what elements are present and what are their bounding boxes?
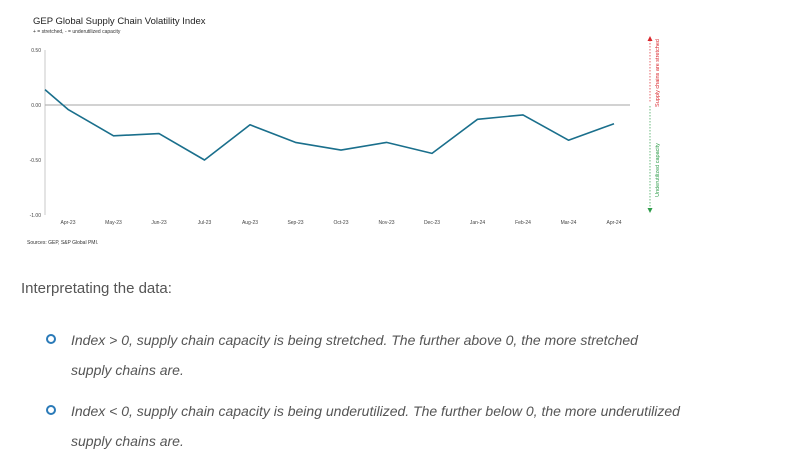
x-tick-label: Oct-23 bbox=[333, 220, 348, 226]
x-tick-label: Sep-23 bbox=[287, 220, 303, 226]
series-line bbox=[44, 88, 615, 161]
x-tick-label: May-23 bbox=[105, 220, 122, 226]
interpretation-heading: Interpretating the data: bbox=[21, 280, 172, 297]
bullet-circle-icon bbox=[46, 405, 56, 415]
x-tick-label: Jun-23 bbox=[151, 220, 167, 226]
x-tick-label: Apr-24 bbox=[606, 220, 621, 226]
y-tick-label: 0.00 bbox=[31, 103, 41, 109]
bullet-text-stretched: Index > 0, supply chain capacity is bein… bbox=[71, 332, 638, 378]
bullet-text-underutilized: Index < 0, supply chain capacity is bein… bbox=[71, 403, 680, 449]
x-tick-label: Jan-24 bbox=[470, 220, 486, 226]
y-tick-label: -1.00 bbox=[30, 213, 42, 219]
x-tick-label: Apr-23 bbox=[60, 220, 75, 226]
x-tick-label: Aug-23 bbox=[242, 220, 258, 226]
chart-title: GEP Global Supply Chain Volatility Index bbox=[33, 16, 206, 27]
volatility-index-chart: 0.50 0.00 -0.50 -1.00 Apr-23 May-23 Jun-23 Jul-… bbox=[30, 36, 661, 226]
x-tick-label: Jul-23 bbox=[198, 220, 212, 226]
y-tick-label: 0.50 bbox=[31, 48, 41, 54]
chart-source: Sources: GEP, S&P Global PMI. bbox=[27, 240, 99, 246]
x-tick-label: Feb-24 bbox=[515, 220, 531, 226]
y-tick-label: -0.50 bbox=[30, 158, 42, 164]
bullet-circle-icon bbox=[46, 334, 56, 344]
stretched-annotation: Supply chains are stretched bbox=[655, 39, 661, 107]
x-tick-label: Nov-23 bbox=[378, 220, 394, 226]
chart-subtitle: + = stretched, - = underutilized capacit… bbox=[33, 29, 121, 35]
x-tick-label: Dec-23 bbox=[424, 220, 440, 226]
down-arrow-icon bbox=[647, 208, 653, 213]
chart-card: 0.50 0.00 -0.50 -1.00 Apr-23 May-23 Jun-23 Jul-… bbox=[20, 10, 665, 255]
up-arrow-icon bbox=[647, 36, 653, 41]
x-tick-label: Mar-24 bbox=[561, 220, 577, 226]
underutilized-annotation: Underutilized capacity bbox=[655, 143, 661, 197]
